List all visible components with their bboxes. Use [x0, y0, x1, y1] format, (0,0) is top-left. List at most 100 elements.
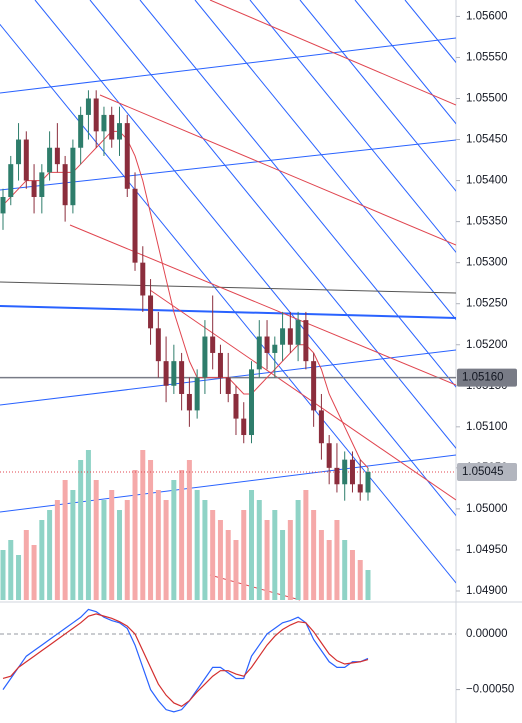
- y-tick-label: 1.05600: [466, 10, 508, 22]
- volume-bar: [326, 540, 332, 600]
- trend-line: [299, 0, 456, 192]
- candle-body: [349, 459, 355, 485]
- volume-bar: [85, 450, 91, 600]
- volume-bar: [318, 530, 324, 600]
- candle-body: [311, 361, 317, 411]
- y-tick-label: 1.05550: [466, 51, 508, 63]
- volume-bar: [54, 500, 60, 600]
- trend-line: [89, 0, 456, 449]
- y-tick-label: 1.05300: [466, 257, 508, 269]
- y-tick-label: 1.04900: [466, 585, 508, 597]
- candle-body: [116, 123, 122, 140]
- candle-body: [280, 328, 286, 345]
- candle-body: [171, 361, 177, 386]
- volume-bar: [148, 460, 154, 600]
- volume-bar: [39, 520, 45, 600]
- candle-body: [148, 295, 154, 329]
- candle-body: [93, 98, 99, 132]
- candle-body: [155, 328, 161, 362]
- volume-bar: [249, 490, 255, 600]
- volume-bar: [179, 470, 185, 600]
- candle-body: [23, 139, 29, 181]
- volume-bar: [16, 555, 22, 600]
- volume-bar: [365, 570, 371, 600]
- candle-body: [132, 188, 138, 263]
- y-tick-label: 1.05250: [466, 298, 508, 310]
- y-tick-label: 1.05000: [466, 503, 508, 515]
- volume-bar: [155, 490, 161, 600]
- trend-line: [0, 23, 456, 584]
- volume-bar: [280, 530, 286, 600]
- y-tick-label: −0.00050: [466, 684, 514, 696]
- trend-line: [0, 281, 456, 294]
- candle-body: [287, 328, 293, 345]
- candle-body: [62, 164, 68, 206]
- candle-body: [16, 139, 22, 165]
- candle-body: [210, 336, 216, 353]
- candle-body: [241, 418, 247, 436]
- candle-body: [326, 443, 332, 468]
- candle-body: [295, 320, 301, 345]
- volume-bar: [186, 460, 192, 600]
- volume-bar: [202, 500, 208, 600]
- candle-body: [194, 377, 200, 411]
- price-label: 1.05045: [462, 466, 504, 478]
- volume-bar: [62, 480, 68, 600]
- candle-body: [318, 410, 324, 444]
- candle-body: [334, 467, 340, 485]
- volume-bar: [233, 540, 239, 600]
- candle-body: [54, 147, 60, 165]
- candle-body: [78, 114, 84, 148]
- trend-line: [0, 305, 456, 319]
- volume-bar: [287, 520, 293, 600]
- volume-bar: [23, 530, 29, 600]
- volume-bar: [241, 510, 247, 600]
- candle-body: [163, 361, 169, 386]
- trend-line: [0, 454, 456, 513]
- candle-body: [0, 196, 6, 214]
- candle-body: [225, 377, 231, 394]
- candle-body: [342, 459, 348, 485]
- volume-bar: [47, 510, 53, 600]
- candle-body: [31, 180, 37, 197]
- price-label: 1.05160: [462, 372, 504, 384]
- volume-bar: [225, 530, 231, 600]
- candle-body: [70, 147, 76, 206]
- volume-bar: [171, 480, 177, 600]
- volume-bar: [93, 480, 99, 600]
- volume-bar: [8, 540, 14, 600]
- trend-line: [249, 0, 456, 254]
- candle-body: [8, 164, 14, 197]
- trend-line: [0, 139, 456, 191]
- candle-body: [101, 114, 107, 132]
- candle-body: [47, 147, 53, 173]
- volume-bar: [31, 545, 37, 600]
- candle-body: [109, 114, 115, 140]
- volume-bar: [70, 490, 76, 600]
- trend-line: [99, 94, 456, 246]
- volume-bar: [124, 500, 130, 600]
- candle-body: [365, 471, 371, 493]
- volume-bar: [256, 500, 262, 600]
- volume-bar: [217, 520, 223, 600]
- trend-line: [149, 289, 456, 501]
- oscillator-line: [2, 608, 369, 713]
- volume-bar: [140, 450, 146, 600]
- candle-body: [179, 361, 185, 394]
- volume-bar: [0, 550, 6, 600]
- trend-line: [0, 37, 456, 94]
- y-tick-label: 0.00000: [466, 628, 508, 640]
- candle-body: [140, 262, 146, 296]
- y-tick-label: 1.04950: [466, 544, 508, 556]
- volume-bar: [264, 520, 270, 600]
- volume-bar: [101, 500, 107, 600]
- y-tick-label: 1.05500: [466, 93, 508, 105]
- volume-bar: [109, 490, 115, 600]
- volume-bar: [210, 510, 216, 600]
- candle-body: [272, 344, 278, 353]
- candle-body: [39, 172, 45, 197]
- volume-bar: [295, 500, 301, 600]
- volume-bar: [272, 510, 278, 600]
- price-axis: 1.049001.049501.050001.050501.051001.051…: [456, 10, 517, 597]
- oscillator-pane: 0.00000 −0.00050: [0, 608, 514, 713]
